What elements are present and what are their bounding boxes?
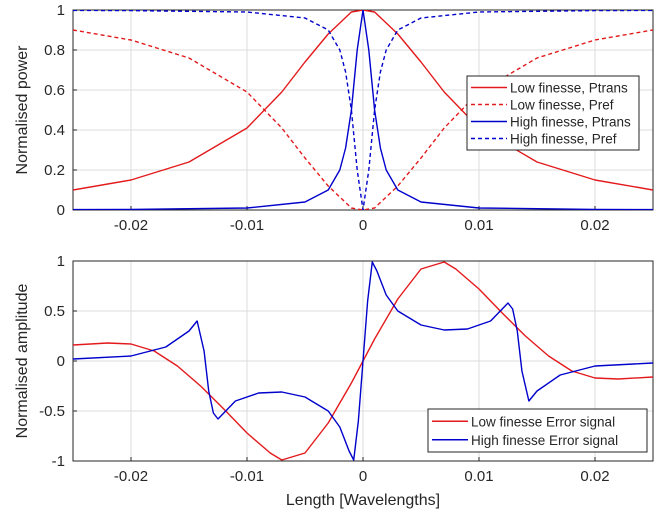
legend-label-2: Low finesse, Pref <box>510 98 614 113</box>
legend-label-2: High finesse Error signal <box>471 433 618 448</box>
legend-box <box>427 408 648 453</box>
y-tick-label: 0 <box>57 353 65 370</box>
y-tick-label: -1 <box>52 453 65 470</box>
y-tick-label: 0 <box>57 202 65 219</box>
series-line-3 <box>73 10 653 210</box>
x-axis-label: Length [Wavelengths] <box>286 492 440 509</box>
y-tick-label: 0.8 <box>44 42 65 59</box>
legend-label-4: High finesse, Pref <box>510 132 617 147</box>
series-line-2 <box>73 261 653 461</box>
y-tick-label: 1 <box>57 2 65 19</box>
y-axis-label: Normalised power <box>14 45 31 175</box>
legend-box <box>466 75 640 151</box>
y-axis-label: Normalised amplitude <box>14 284 31 439</box>
x-tick-label: 0.02 <box>580 468 609 485</box>
axes-box <box>72 260 654 462</box>
x-tick-label: 0.02 <box>580 217 609 234</box>
y-tick-label: 0.2 <box>44 162 65 179</box>
series-line-4 <box>73 10 653 210</box>
bottom-error-signal-chart: -0.02 -0.01 0 0.01 0.02 -1 -0.5 0 0.5 1 Normalised… <box>14 253 654 509</box>
y-tick-label: 0.5 <box>44 303 65 320</box>
legend-label-3: High finesse, Ptrans <box>510 115 631 130</box>
top-power-chart: -0.02 -0.01 0 0.01 0.02 0 0.2 0.4 0.6 0.8 1 Normali… <box>14 2 654 234</box>
y-tick-label: 1 <box>57 253 65 270</box>
y-tick-label: -0.5 <box>39 403 65 420</box>
y-tick-label: 0.4 <box>44 122 65 139</box>
legend-label-1: Low finesse, Ptrans <box>510 81 628 96</box>
legend: Low finesse, Ptrans Low finesse, Pref High… <box>466 75 640 151</box>
x-tick-label: 0.01 <box>464 468 493 485</box>
y-tick-label: 0.6 <box>44 82 65 99</box>
x-tick-label: -0.02 <box>114 217 148 234</box>
legend-label-1: Low finesse Error signal <box>471 414 615 429</box>
x-tick-label: 0 <box>359 468 367 485</box>
x-tick-label: 0.01 <box>464 217 493 234</box>
series-line-2 <box>73 29 653 210</box>
x-tick-label: -0.01 <box>230 217 264 234</box>
x-tick-label: -0.02 <box>114 468 148 485</box>
series-group <box>73 261 653 461</box>
x-tick-label: 0 <box>359 217 367 234</box>
x-tick-label: -0.01 <box>230 468 264 485</box>
legend: Low finesse Error signal High finesse Err… <box>427 408 648 453</box>
